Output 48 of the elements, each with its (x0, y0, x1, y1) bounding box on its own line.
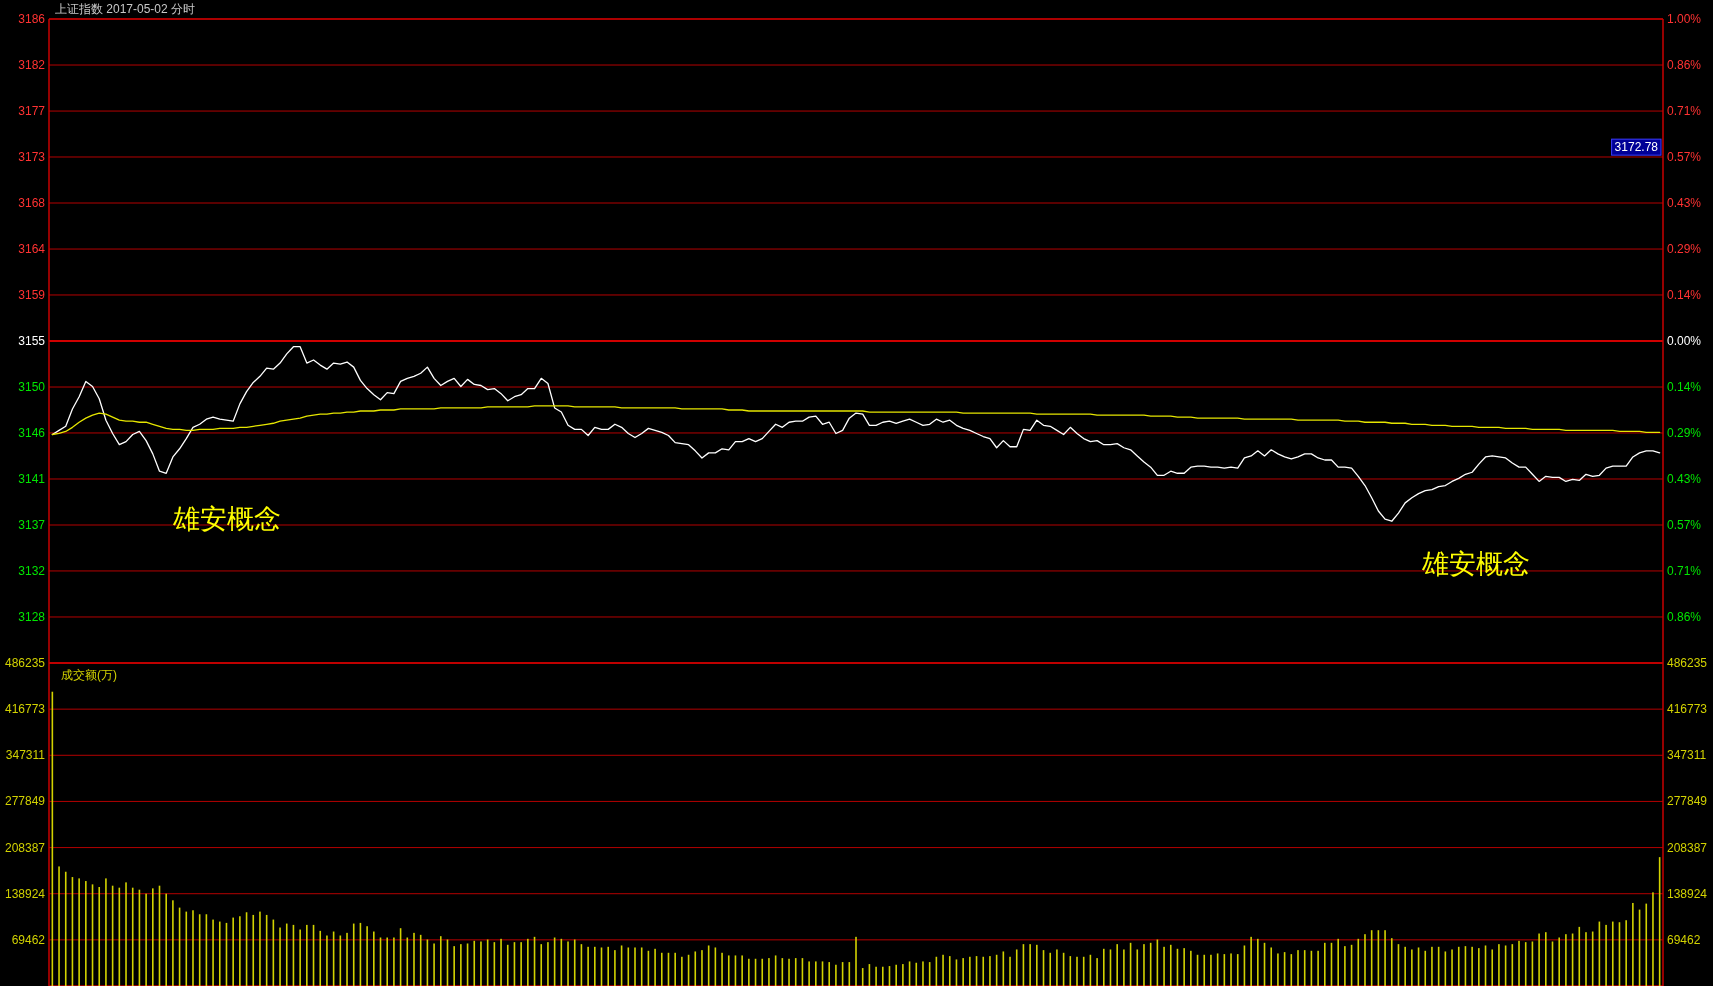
y2-tick-label: 0.86% (1667, 609, 1702, 624)
y-tick-label: 3182 (18, 58, 46, 73)
annotation: 雄安概念 (171, 503, 281, 534)
y2-tick-label: 208387 (1667, 840, 1708, 855)
y2-tick-label: 1.00% (1667, 12, 1702, 26)
y-tick-label: 3137 (18, 518, 46, 533)
y2-tick-label: 0.29% (1667, 426, 1702, 441)
y2-tick-label: 416773 (1667, 702, 1708, 717)
y2-tick-label: 138924 (1667, 886, 1708, 901)
annotation: 3172.78 (1614, 140, 1659, 155)
y2-tick-label: 0.00% (1667, 334, 1702, 348)
y-tick-label: 3159 (18, 287, 46, 302)
y-tick-label: 69462 (11, 932, 46, 947)
y-tick-label: 3132 (18, 563, 46, 578)
y2-tick-label: 0.43% (1667, 472, 1702, 487)
y-tick-label: 3146 (18, 425, 46, 440)
y2-tick-label: 277849 (1667, 794, 1708, 809)
y2-tick-label: 0.29% (1667, 241, 1702, 256)
y-tick-label: 208387 (4, 840, 46, 855)
y-tick-label: 138924 (4, 886, 46, 901)
y-tick-label: 3173 (18, 149, 46, 164)
y2-tick-label: 486235 (1667, 656, 1708, 670)
y2-tick-label: 69462 (1667, 932, 1701, 947)
y2-tick-label: 0.57% (1667, 517, 1702, 532)
y2-tick-label: 0.14% (1667, 287, 1702, 302)
y-tick-label: 3141 (18, 471, 46, 486)
y-tick-label: 3164 (18, 242, 46, 257)
y2-tick-label: 0.14% (1667, 380, 1702, 395)
y-tick-label: 347311 (5, 748, 46, 763)
y2-tick-label: 0.71% (1667, 104, 1702, 119)
y-tick-label: 3150 (18, 380, 46, 395)
y-tick-label: 3128 (18, 609, 46, 624)
y2-tick-label: 0.86% (1667, 58, 1702, 73)
y-tick-label: 277849 (4, 794, 46, 809)
y-tick-label: 3186 (18, 12, 46, 26)
y2-tick-label: 0.57% (1667, 150, 1702, 165)
y2-tick-label: 0.71% (1667, 563, 1702, 578)
y2-tick-label: 347311 (1667, 748, 1707, 763)
y2-tick-label: 0.43% (1667, 195, 1702, 210)
y-tick-label: 486235 (4, 656, 46, 670)
y-tick-label: 3168 (18, 196, 46, 211)
line-series (51, 405, 1661, 436)
y-tick-label: 416773 (4, 702, 46, 717)
chart-title: 成交额(万) (61, 668, 117, 682)
chart-title: 上证指数 2017-05-02 分时 (55, 2, 196, 16)
y-tick-label: 3177 (18, 104, 46, 119)
y-tick-label: 3155 (18, 334, 46, 348)
annotation: 雄安概念 (1420, 548, 1530, 579)
